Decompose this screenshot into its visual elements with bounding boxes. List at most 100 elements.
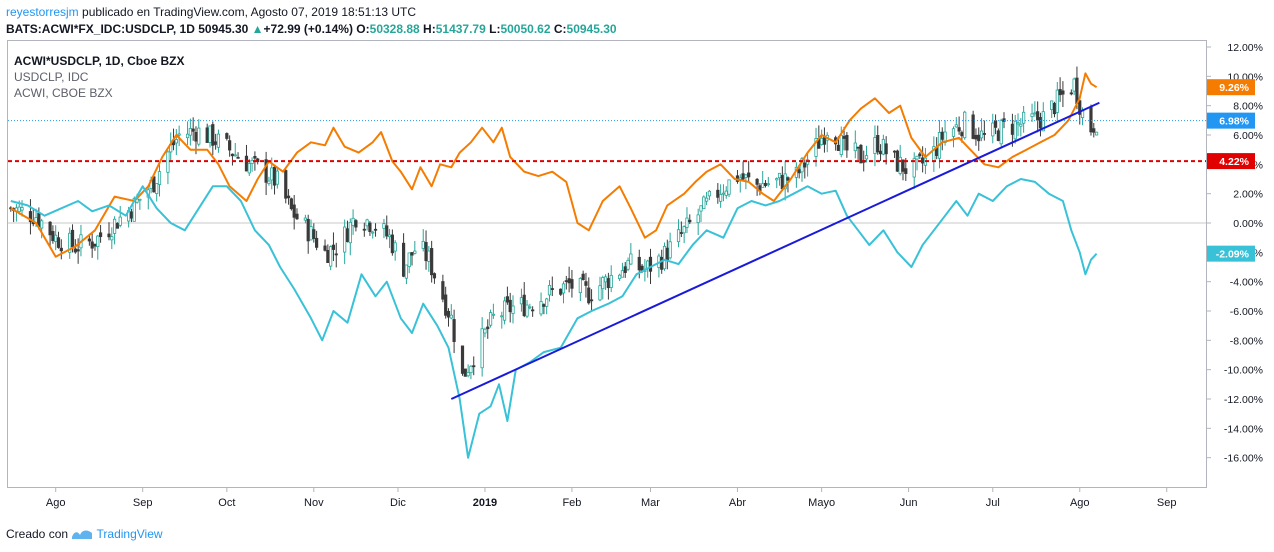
candle-body [1033,112,1037,115]
candle-body [721,192,726,195]
candle-body [842,136,846,139]
candle-body [264,159,268,183]
candle-body [581,273,585,281]
candle-body [660,256,664,270]
price-tag [1207,153,1255,170]
candle-body [208,125,212,143]
candle-body [70,229,75,248]
candle-body [601,277,605,290]
candle-body [267,180,271,185]
time-axis[interactable]: Ago Sep Oct Nov Dic 2019 Feb Mar Abr Mayo Jun Jul Ag… [7,488,1207,512]
candle-body [174,139,178,144]
candle-body [1058,89,1062,96]
legend-usdclp-series[interactable]: USDCLP, IDC [14,70,89,84]
chart-plot-area[interactable] [7,40,1207,488]
candle-body [699,205,703,212]
high-value: 51437.79 [435,22,486,36]
candle-body [152,176,156,193]
candle-body [354,220,358,228]
candle-body [194,132,198,142]
price-axis[interactable]: 12.00%10.00%8.00%6.00%4.00%2.00%0.00%-2.… [1207,40,1267,488]
low-label: L: [489,22,501,36]
close-value: 50945.30 [566,22,617,36]
candle-body [87,238,91,242]
candle-body [469,365,473,374]
price-tag [1207,245,1255,262]
candle-body [584,281,588,286]
x-tick-label: Sep [1157,497,1177,509]
candle-body [951,128,956,137]
last-price: 50945.30 [198,22,249,36]
candle-body [727,179,731,195]
candle-body [974,134,978,140]
candle-body [90,241,94,249]
candle-body [73,248,77,253]
published-text: publicado en TradingView.com, Agosto 07,… [82,5,417,19]
ohlc-header: BATS:ACWI*FX_IDC:USDCLP, 1D 50945.30 ▲+7… [6,22,617,36]
candle-body [191,128,195,132]
candle-body [132,198,136,222]
candle-body [449,314,453,319]
candle-body [211,124,215,146]
candle-body [688,219,692,223]
candle-body [977,134,981,142]
candle-body [488,312,493,326]
candle-body [228,140,232,151]
candle-body [797,169,801,174]
candle-body [387,234,392,238]
candle-body [618,274,622,280]
candle-body [441,281,445,300]
candle-body [96,235,100,247]
candle-body [312,229,316,239]
y-tick-label: 6.00% [1233,130,1263,142]
close-label: C: [553,22,567,36]
candle-body [393,242,397,252]
candle-body [385,225,389,237]
candle-body [542,304,546,307]
candle-body [446,310,451,318]
x-tick-label: Jun [900,497,918,509]
candle-body [876,134,880,153]
candle-body [166,151,170,173]
author-name[interactable]: reyestorresjm [6,5,79,19]
candle-body [247,163,251,174]
candles-group [9,66,1099,380]
candle-body [309,226,313,241]
x-tick-label: Oct [218,497,235,509]
x-tick-label: Nov [304,497,324,509]
candle-body [623,266,627,273]
candle-body [775,178,779,181]
candle-body [76,249,80,252]
candle-body [912,158,916,178]
candle-body [253,156,257,159]
legend-main-series[interactable]: ACWI*USDCLP, 1D, Cboe BZX [14,54,185,68]
candle-body [107,233,111,238]
footer-brand[interactable]: TradingView [96,527,163,541]
candle-body [960,132,964,137]
candle-body [741,173,745,180]
y-tick-label: 2.00% [1233,189,1263,201]
candle-body [1094,131,1099,136]
candle-body [404,264,408,279]
candle-body [859,144,863,164]
candle-body [957,127,961,132]
candle-body [59,247,63,252]
candle-body [918,153,922,157]
candle-body [648,256,653,272]
tradingview-logo-icon[interactable] [71,527,96,541]
candle-body [979,130,984,139]
candle-body [696,214,700,223]
candle-body [56,237,61,248]
candle-body [1013,120,1017,140]
candle-body [511,305,515,314]
y-tick-label: -8.00% [1230,335,1263,347]
candle-body [702,196,706,210]
candle-body [803,162,807,168]
candle-body [430,248,434,276]
candle-body [626,259,630,270]
candle-body [214,141,218,145]
candle-body [719,194,723,202]
legend-acwi-series[interactable]: ACWI, CBOE BZX [14,86,113,100]
candle-body [971,114,975,139]
price-tag-label: 9.26% [1219,82,1249,94]
